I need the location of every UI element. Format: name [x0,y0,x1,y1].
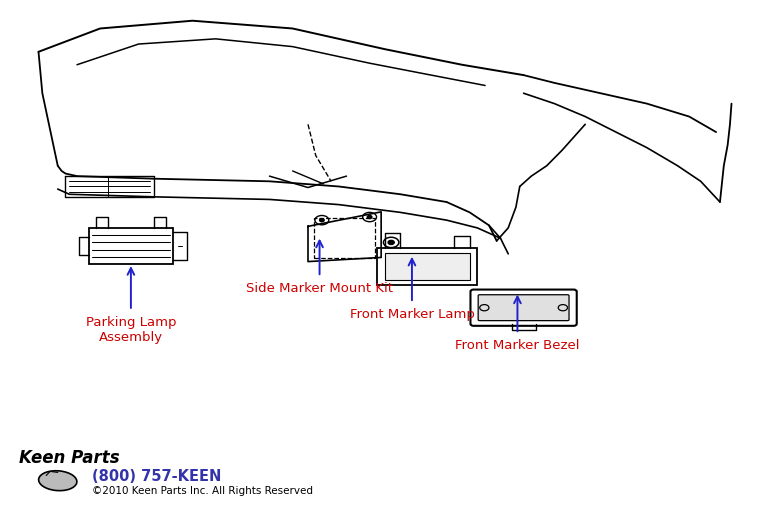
Bar [377,248,477,285]
Text: Front Marker Bezel: Front Marker Bezel [455,339,580,352]
Circle shape [320,219,324,222]
Text: Side Marker Mount Kit: Side Marker Mount Kit [246,282,393,295]
FancyBboxPatch shape [478,295,569,321]
Text: Keen Parts: Keen Parts [19,450,120,467]
Text: (800) 757-KEEN: (800) 757-KEEN [92,469,222,484]
Ellipse shape [38,471,77,491]
Bar [89,228,173,264]
FancyBboxPatch shape [470,290,577,326]
Text: ©2010 Keen Parts Inc. All Rights Reserved: ©2010 Keen Parts Inc. All Rights Reserve… [92,485,313,496]
Text: Front Marker Lamp: Front Marker Lamp [350,308,474,321]
Text: Parking Lamp
Assembly: Parking Lamp Assembly [85,316,176,344]
Bar [385,253,470,280]
Circle shape [367,215,372,219]
Bar [314,218,375,258]
Circle shape [388,240,394,244]
